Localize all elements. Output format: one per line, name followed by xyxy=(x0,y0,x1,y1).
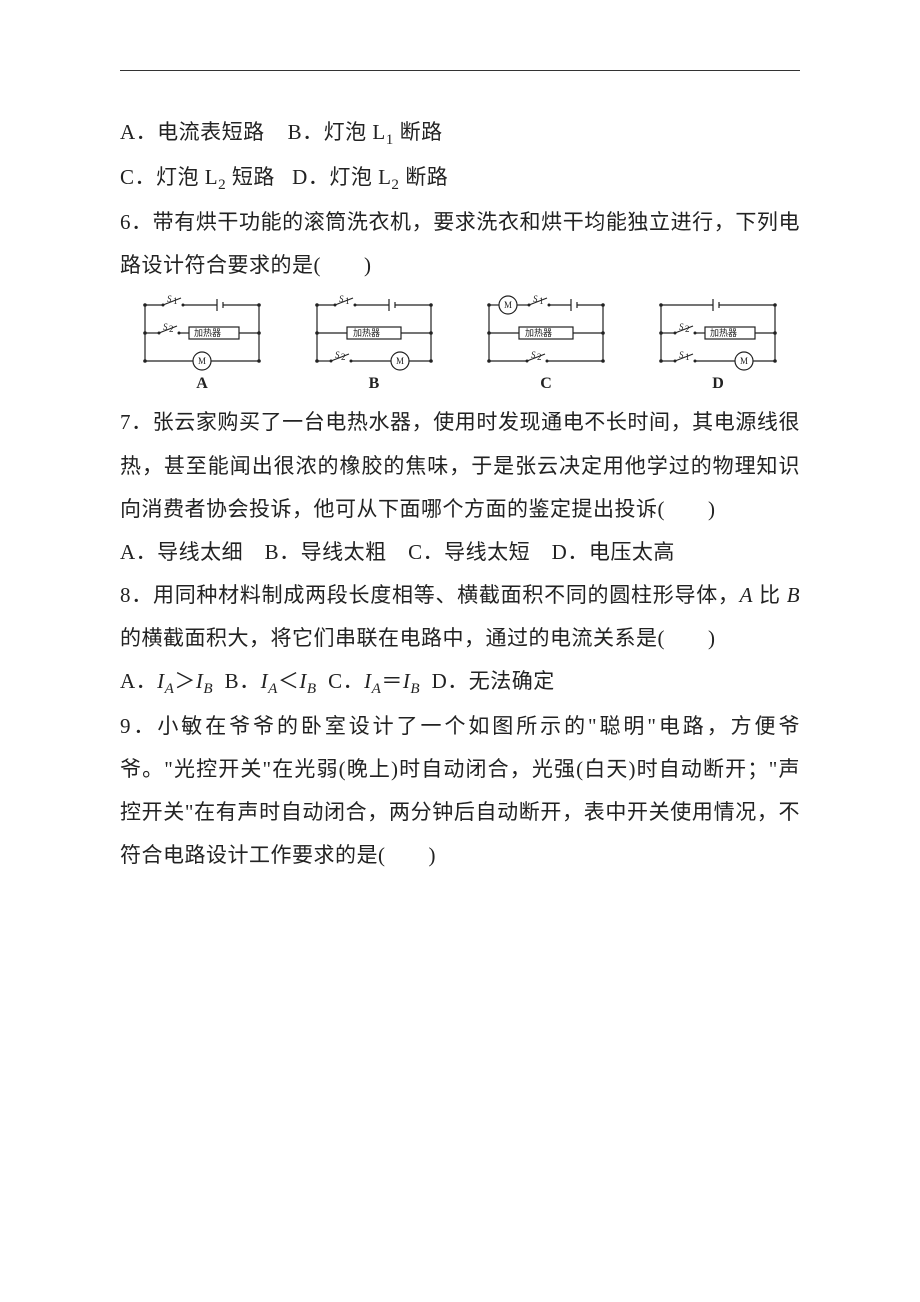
circuit-D-svg: 加热器 S2 M S1 xyxy=(643,295,793,373)
svg-text:1: 1 xyxy=(173,296,178,306)
diagram-A-label: A xyxy=(196,375,208,393)
q5-options-line1: A．电流表短路 B．灯泡 L1 断路 xyxy=(120,111,800,156)
q8-stem: 8．用同种材料制成两段长度相等、横截面积不同的圆柱形导体，A 比 B 的横截面积… xyxy=(120,574,800,660)
diagram-D-label: D xyxy=(712,375,724,393)
svg-text:2: 2 xyxy=(341,352,346,362)
q9-stem: 9．小敏在爷爷的卧室设计了一个如图所示的"聪明"电路，方便爷爷。"光控开关"在光… xyxy=(120,705,800,877)
q7-stem: 7．张云家购买了一台电热水器，使用时发现通电不长时间，其电源线很热，甚至能闻出很… xyxy=(120,401,800,530)
page: A．电流表短路 B．灯泡 L1 断路 C．灯泡 L2 短路 D．灯泡 L2 断路… xyxy=(0,0,920,1302)
q5-optC: C．灯泡 L2 短路 xyxy=(120,165,281,189)
svg-text:2: 2 xyxy=(685,324,690,334)
q6-diagrams: S1 加热器 S2 M A xyxy=(120,295,800,393)
q6-stem: 6．带有烘干功能的滚筒洗衣机，要求洗衣和烘干均能独立进行，下列电路设计符合要求的… xyxy=(120,201,800,287)
q5-optB: B．灯泡 L1 断路 xyxy=(288,120,443,144)
svg-text:M: M xyxy=(198,356,206,366)
q5-options-line2: C．灯泡 L2 短路 D．灯泡 L2 断路 xyxy=(120,156,800,201)
svg-text:1: 1 xyxy=(539,296,544,306)
svg-text:1: 1 xyxy=(345,296,350,306)
circuit-C-svg: M S1 加热器 S2 xyxy=(471,295,621,373)
circuit-A-svg: S1 加热器 S2 M xyxy=(127,295,277,373)
diagram-C: M S1 加热器 S2 xyxy=(471,295,621,393)
svg-text:加热器: 加热器 xyxy=(194,327,221,338)
svg-text:2: 2 xyxy=(169,324,174,334)
svg-text:S: S xyxy=(533,295,538,304)
svg-text:S: S xyxy=(163,322,168,332)
svg-text:S: S xyxy=(531,350,536,360)
q5-optD: D．灯泡 L2 断路 xyxy=(292,165,448,189)
q7-options: A．导线太细 B．导线太粗 C．导线太短 D．电压太高 xyxy=(120,531,800,574)
svg-text:S: S xyxy=(335,350,340,360)
circuit-B-svg: S1 加热器 M S2 xyxy=(299,295,449,373)
top-rule xyxy=(120,70,800,71)
svg-text:M: M xyxy=(504,300,512,310)
svg-text:加热器: 加热器 xyxy=(353,327,380,338)
diagram-B: S1 加热器 M S2 B xyxy=(299,295,449,393)
q8-options: A．IA＞IB B．IA＜IB C．IA＝IB D．无法确定 xyxy=(120,660,800,705)
svg-text:M: M xyxy=(396,356,404,366)
svg-text:S: S xyxy=(339,295,344,304)
svg-text:2: 2 xyxy=(537,352,542,362)
svg-text:S: S xyxy=(167,295,172,304)
svg-text:加热器: 加热器 xyxy=(525,327,552,338)
diagram-C-label: C xyxy=(540,375,552,393)
svg-text:1: 1 xyxy=(685,352,690,362)
q5-optA: A．电流表短路 xyxy=(120,120,265,144)
svg-text:M: M xyxy=(740,356,748,366)
svg-text:S: S xyxy=(679,322,684,332)
diagram-D: 加热器 S2 M S1 D xyxy=(643,295,793,393)
svg-text:S: S xyxy=(679,350,684,360)
diagram-A: S1 加热器 S2 M A xyxy=(127,295,277,393)
diagram-B-label: B xyxy=(369,375,380,393)
svg-text:加热器: 加热器 xyxy=(710,327,737,338)
